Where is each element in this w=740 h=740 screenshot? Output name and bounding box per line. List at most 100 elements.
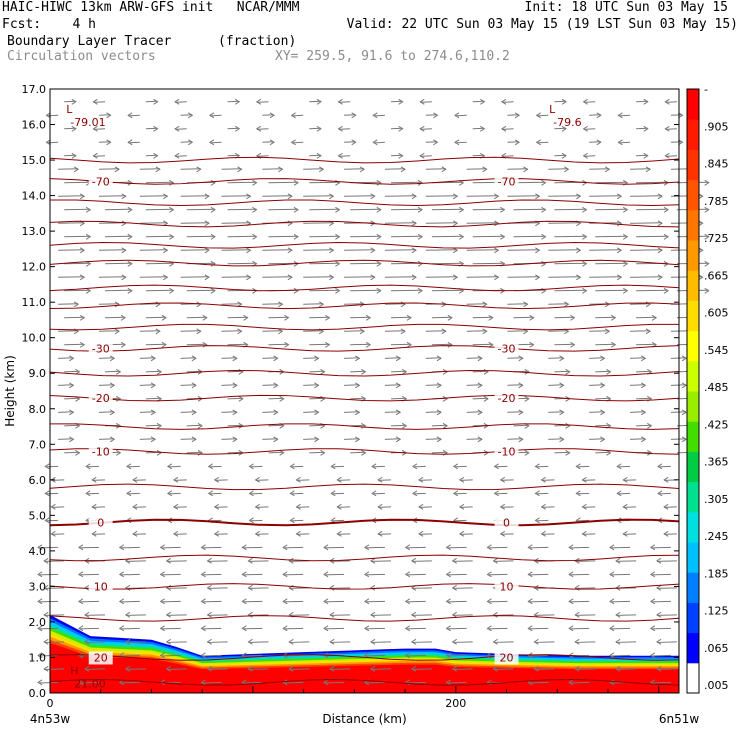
vector-shaft-526: [630, 249, 662, 251]
vector-head-656: [71, 125, 77, 132]
vector-head-152: [370, 557, 376, 564]
vector-shaft-74: [446, 627, 467, 630]
vector-head-444: [570, 314, 576, 321]
vector-shaft-608: [58, 168, 79, 170]
vector-head-587: [535, 193, 541, 200]
vector-shaft-400: [64, 343, 85, 346]
vector-shaft-46: [610, 654, 631, 657]
vector-shaft-245: [255, 479, 269, 481]
vector-head-10: [445, 679, 451, 686]
vector-head-229: [248, 490, 254, 497]
vector-shaft-659: [175, 128, 187, 130]
vector-shaft-421: [262, 330, 283, 332]
vector-shaft-247: [337, 479, 351, 481]
vector-shaft-532: [227, 235, 257, 238]
vector-head-470: [335, 287, 341, 294]
vector-shaft-137: [405, 573, 426, 576]
vector-head-91: [492, 611, 498, 618]
vector-shaft-500: [227, 262, 257, 265]
vector-head-306: [156, 422, 163, 429]
vector-head-679: [351, 112, 357, 119]
vector-shaft-31: [656, 668, 677, 670]
vector-shaft-310: [309, 424, 325, 427]
vector-shaft-640: [46, 141, 59, 144]
vector-shaft-654: [618, 141, 631, 144]
vector-head-360: [395, 382, 402, 389]
vector-head-534: [335, 233, 341, 240]
vector-shaft-445: [595, 316, 616, 319]
vector-head-561: [127, 206, 133, 213]
vector-shaft-249: [419, 479, 432, 481]
vector-head-58: [451, 638, 457, 645]
vector-shaft-170: [446, 546, 467, 549]
vector-shaft-613: [262, 168, 283, 170]
vector-shaft-423: [344, 330, 365, 332]
vector-head-272: [75, 449, 81, 456]
vector-head-147: [165, 557, 172, 564]
vector-shaft-143: [650, 573, 671, 576]
vector-head-520: [411, 247, 417, 254]
vector-shaft-180: [214, 533, 228, 535]
colorbar-swatch-12: [687, 300, 699, 332]
vector-shaft-233: [412, 492, 426, 495]
vector-head-396: [559, 355, 565, 362]
vector-shaft-47: [650, 654, 671, 657]
vector-shaft-34: [119, 654, 140, 657]
vector-head-81: [84, 611, 90, 618]
vector-shaft-297: [425, 438, 441, 440]
vector-shaft-563: [186, 208, 215, 211]
vector-head-420: [237, 328, 243, 335]
vector-head-476: [582, 287, 588, 294]
vector-shaft-505: [431, 262, 464, 265]
vector-head-50: [124, 638, 131, 645]
vector-shaft-317: [595, 424, 611, 427]
vector-head-522: [494, 247, 500, 254]
vector-head-668: [561, 125, 567, 132]
vector-head-483: [204, 274, 210, 281]
vector-shaft-224: [45, 492, 59, 495]
vector-shaft-140: [528, 573, 549, 576]
vector-shaft-256: [45, 465, 59, 468]
vector-head-311: [361, 422, 367, 429]
vector-shaft-55: [330, 641, 351, 643]
vector-head-417: [114, 328, 120, 335]
vector-shaft-444: [554, 316, 575, 319]
isotherm-label-2-1: 0: [503, 516, 510, 529]
colorbar-swatch-19: [687, 89, 699, 120]
vector-shaft-119: [330, 587, 351, 589]
colorbar-label-2: .125: [704, 605, 729, 618]
vector-head-686: [617, 112, 623, 119]
vector-shaft-506: [472, 262, 505, 265]
vector-shaft-38: [283, 654, 304, 657]
title-left: HAIC-HIWC 13km ARW-GFS init NCAR/MMM: [2, 0, 300, 15]
vector-head-4: [200, 679, 206, 686]
vector-head-633: [419, 152, 425, 159]
vector-shaft-111: [650, 600, 671, 603]
vector-shaft-63: [656, 641, 677, 643]
vector-shaft-103: [324, 600, 345, 603]
vector-head-667: [501, 125, 507, 132]
vector-head-334: [640, 409, 647, 416]
vector-shaft-4: [201, 681, 222, 684]
vector-shaft-529: [105, 235, 132, 238]
vector-shaft-199: [331, 519, 345, 522]
vector-head-107: [486, 598, 492, 605]
vector-head-647: [351, 139, 357, 146]
vector-head-167: [323, 544, 329, 551]
vector-shaft-281: [431, 451, 448, 454]
isotherm-11: [49, 220, 680, 228]
y-tick-label-7: 7.0: [29, 438, 47, 451]
vector-shaft-237: [576, 492, 590, 495]
vector-shaft-370: [145, 370, 162, 373]
vector-shaft-471: [350, 289, 381, 292]
y-tick-label-3: 3.0: [29, 580, 47, 593]
vector-shaft-605: [595, 181, 628, 184]
vector-shaft-27: [493, 668, 514, 670]
vector-shaft-122: [452, 587, 473, 589]
vector-head-355: [191, 382, 197, 389]
vector-shaft-685: [589, 114, 601, 116]
vector-head-702: [643, 98, 649, 105]
vector-shaft-380: [554, 370, 570, 373]
vector-shaft-53: [248, 641, 269, 643]
vector-shaft-407: [350, 343, 371, 346]
